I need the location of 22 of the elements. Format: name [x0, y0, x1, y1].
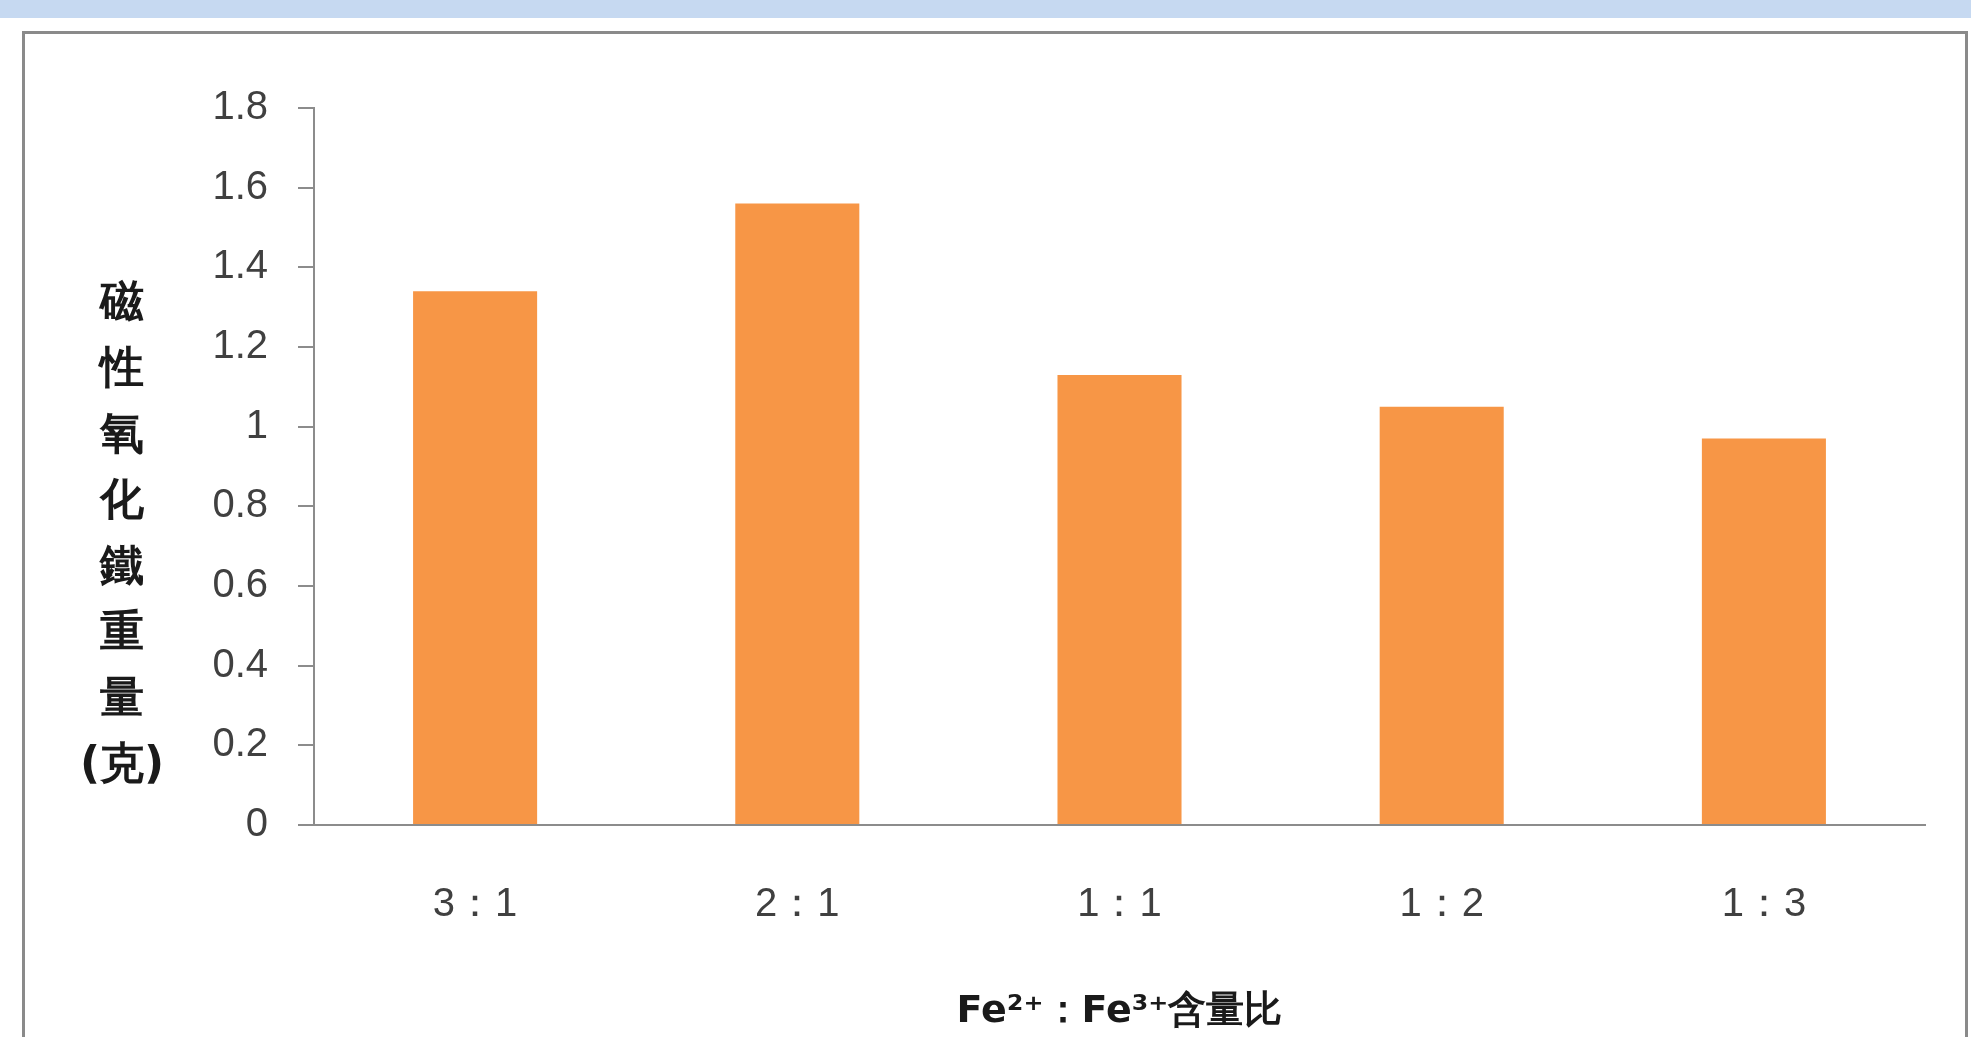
y-tick-label: 1.4 [212, 242, 268, 287]
bar [413, 291, 538, 824]
bar [1701, 438, 1826, 824]
x-tick-label: 1：3 [1721, 880, 1807, 925]
y-tick-label: 1 [245, 401, 268, 446]
x-tick-label: 2：1 [755, 880, 840, 925]
y-tick-label: 0 [245, 800, 268, 845]
y-tick-label: 1.8 [212, 83, 268, 128]
x-tick-label: 3：1 [432, 880, 518, 925]
bar [735, 203, 860, 824]
x-tick-label: 1：1 [1077, 880, 1162, 925]
x-axis-title: Fe²⁺：Fe³⁺含量比 [956, 987, 1283, 1032]
y-tick-label: 0.4 [212, 640, 268, 685]
y-tick-label: 0.6 [212, 561, 268, 606]
y-tick-label: 1.2 [212, 322, 268, 367]
bar [1057, 374, 1182, 824]
y-axis-title: 磁性氧化鐵重量(克) [80, 274, 165, 790]
bar [1379, 406, 1504, 824]
y-tick-label: 1.6 [212, 162, 268, 207]
y-tick-label: 0.2 [212, 720, 268, 765]
y-tick-label: 0.8 [212, 481, 268, 526]
x-tick-label: 1：2 [1399, 880, 1484, 925]
